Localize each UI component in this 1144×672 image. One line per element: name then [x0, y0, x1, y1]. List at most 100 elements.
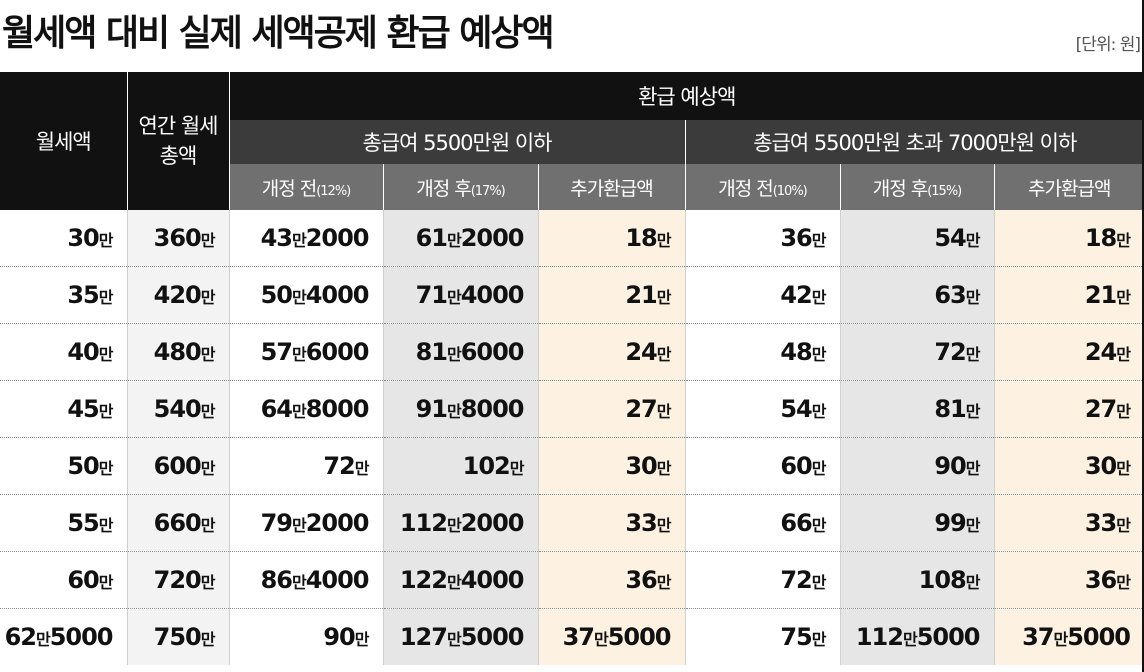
header-annual-rent-label: 연간 월세총액 [138, 114, 219, 168]
cell-monthly-rent: 55만 [0, 494, 127, 552]
unit-man: 만 [811, 630, 827, 649]
unit-man: 만 [200, 459, 216, 478]
cell-g1-after: 127만5000 [382, 608, 538, 665]
cell-g1-before: 90만 [228, 608, 383, 665]
cell-g1-before: 57만6000 [228, 323, 383, 381]
unit-man: 만 [98, 573, 114, 592]
unit-man: 만 [98, 288, 114, 307]
cell-monthly-rent: 50만 [0, 437, 127, 495]
header-g1-before: 개정 전(12%) [228, 164, 383, 210]
cell-g2-extra: 36만 [993, 551, 1144, 609]
cell-g2-after: 63만 [839, 266, 994, 324]
cell-monthly-rent: 40만 [0, 323, 127, 381]
unit-man: 만 [811, 345, 827, 364]
page-title: 월세액 대비 실제 세액공제 환급 예상액 [2, 13, 555, 54]
cell-g1-before: 50만4000 [228, 266, 383, 324]
cell-g1-after: 102만 [382, 437, 538, 495]
table-row: 50만 600만 72만 102만 30만 60만 90만 30만 [0, 437, 1144, 495]
unit-man: 만 [656, 231, 672, 250]
unit-label: [단위: 원] [1075, 35, 1141, 55]
cell-monthly-rent: 60만 [0, 551, 127, 609]
cell-g1-before: 72만 [228, 437, 383, 495]
cell-g2-before: 54만 [684, 380, 840, 438]
header-g2-before: 개정 전(10%) [684, 164, 840, 210]
unit-man: 만 [291, 345, 307, 364]
unit-man: 만 [656, 345, 672, 364]
unit-man: 만 [200, 345, 216, 364]
cell-g2-before: 66만 [684, 494, 840, 552]
unit-man: 만 [1116, 345, 1131, 364]
cell-g2-after: 112만5000 [839, 608, 994, 665]
refund-table: 월세액 연간 월세총액 환급 예상액 총급여 5500만원 이하 총급여 550… [0, 72, 1144, 665]
unit-man: 만 [902, 630, 918, 649]
cell-g1-before: 79만2000 [228, 494, 383, 552]
header-after-label: 개정 후 [416, 177, 471, 200]
cell-g1-extra: 24만 [537, 323, 685, 381]
header-g1-extra: 추가환급액 [537, 164, 685, 210]
unit-man: 만 [98, 459, 114, 478]
unit-man: 만 [656, 573, 672, 592]
cell-g2-before: 60만 [684, 437, 840, 495]
cell-g1-extra: 37만5000 [537, 608, 685, 665]
unit-man: 만 [200, 231, 216, 250]
cell-annual-rent: 360만 [126, 210, 229, 267]
cell-g2-before: 48만 [684, 323, 840, 381]
unit-man: 만 [291, 402, 307, 421]
unit-man: 만 [200, 573, 216, 592]
unit-man: 만 [291, 231, 307, 250]
cell-g2-before: 72만 [684, 551, 840, 609]
table-row: 35만 420만 50만4000 71만4000 21만 42만 63만 21만 [0, 266, 1144, 324]
table-row: 55만 660만 79만2000 112만2000 33만 66만 99만 33만 [0, 494, 1144, 552]
unit-man: 만 [354, 630, 370, 649]
table-body: 30만 360만 43만2000 61만2000 18만 36만 54만 18만 35만 420만… [0, 210, 1144, 665]
cell-g1-extra: 30만 [537, 437, 685, 495]
cell-g2-after: 99만 [839, 494, 994, 552]
unit-man: 만 [965, 573, 981, 592]
header-annual-rent: 연간 월세총액 [126, 72, 229, 210]
unit-man: 만 [656, 459, 672, 478]
header-g2-after: 개정 후(15%) [839, 164, 994, 210]
unit-man: 만 [656, 288, 672, 307]
cell-g2-extra: 30만 [993, 437, 1144, 495]
unit-man: 만 [446, 345, 462, 364]
cell-annual-rent: 480만 [126, 323, 229, 381]
unit-man: 만 [656, 402, 672, 421]
cell-g1-extra: 21만 [537, 266, 685, 324]
cell-g2-after: 90만 [839, 437, 994, 495]
table-row: 60만 720만 86만4000 122만4000 36만 72만 108만 36만 [0, 551, 1144, 609]
unit-man: 만 [446, 231, 462, 250]
cell-g1-after: 81만6000 [382, 323, 538, 381]
table-row: 45만 540만 64만8000 91만8000 27만 54만 81만 27만 [0, 380, 1144, 438]
unit-man: 만 [1116, 516, 1131, 535]
header-rate: (17%) [470, 183, 506, 199]
unit-man: 만 [98, 402, 114, 421]
header-g1-after: 개정 후(17%) [382, 164, 538, 210]
header-rate: (12%) [316, 183, 351, 199]
header-before-label: 개정 전 [261, 177, 317, 200]
cell-g1-after: 91만8000 [382, 380, 538, 438]
header-before-label: 개정 전 [718, 177, 773, 200]
unit-man: 만 [291, 288, 307, 307]
cell-g2-before: 42만 [684, 266, 840, 324]
cell-g2-after: 54만 [839, 210, 994, 267]
unit-man: 만 [965, 459, 981, 478]
unit-man: 만 [1053, 630, 1068, 649]
header-refund: 환급 예상액 [228, 72, 1144, 120]
unit-man: 만 [200, 516, 216, 535]
cell-annual-rent: 660만 [126, 494, 229, 552]
header-after-label: 개정 후 [872, 177, 928, 200]
header-g2-extra: 추가환급액 [993, 164, 1144, 210]
unit-man: 만 [35, 630, 51, 649]
unit-man: 만 [1116, 402, 1131, 421]
unit-man: 만 [446, 516, 462, 535]
unit-man: 만 [200, 630, 216, 649]
unit-man: 만 [98, 345, 114, 364]
cell-g2-before: 36만 [684, 210, 840, 267]
cell-g2-extra: 21만 [993, 266, 1144, 324]
unit-man: 만 [1116, 288, 1131, 307]
table-row: 62만5000 750만 90만 127만5000 37만5000 75만 112만5000… [0, 608, 1144, 665]
cell-g2-extra: 18만 [993, 210, 1144, 267]
right-border [1142, 0, 1144, 672]
cell-annual-rent: 750만 [126, 608, 229, 665]
unit-man: 만 [1116, 459, 1131, 478]
